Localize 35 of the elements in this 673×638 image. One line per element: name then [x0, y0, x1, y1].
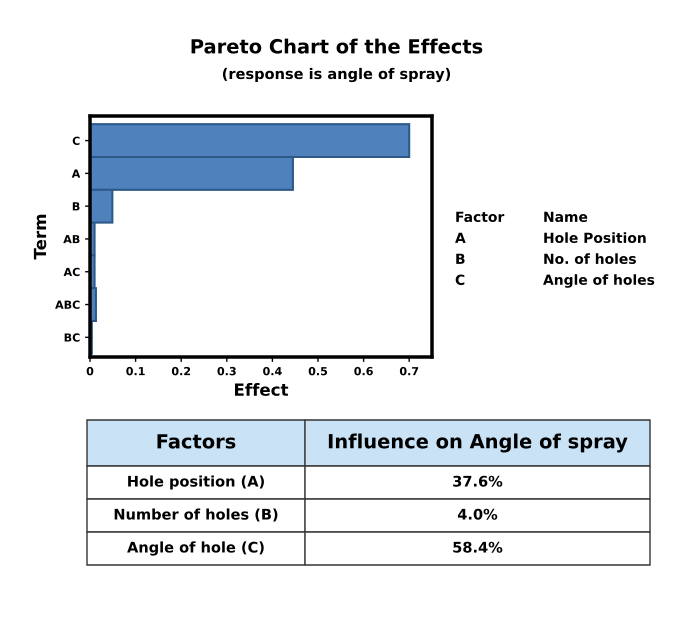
- chart-title: Pareto Chart of the Effects: [192, 38, 482, 54]
- text: Hole position (A): [128, 475, 264, 490]
- text: Hole Position: [544, 232, 646, 244]
- text: No. of holes: [544, 253, 636, 264]
- chart-subtitle: (response is angle of spray): [222, 68, 450, 82]
- text: Angle of holes: [543, 274, 654, 288]
- y-tick-label: B: [72, 202, 80, 210]
- text: A: [455, 232, 466, 243]
- text: Influence on Angle of spray: [328, 434, 628, 452]
- x-tick-label: 0.7: [400, 366, 418, 376]
- y-tick-label: A: [72, 170, 80, 178]
- x-axis-title: Effect: [235, 383, 288, 396]
- text: C: [456, 274, 464, 286]
- text: Angle of hole (C): [127, 541, 264, 556]
- x-tick-label: 0.3: [217, 366, 236, 376]
- x-tick-label: 0.5: [308, 366, 328, 376]
- text: Name: [544, 212, 588, 222]
- x-tick-label: 0.1: [126, 366, 145, 376]
- y-axis-title: Term: [34, 214, 46, 260]
- y-tick-label: BC: [64, 333, 80, 342]
- y-tick-label: ABC: [55, 300, 80, 309]
- y-tick-label: C: [72, 136, 80, 145]
- text: 4.0%: [458, 508, 498, 520]
- x-tick-label: 0: [86, 366, 94, 376]
- y-tick-label: AB: [63, 235, 80, 244]
- x-tick-label: 0.4: [263, 366, 282, 376]
- text: 58.4%: [453, 542, 502, 553]
- text: Factor: [456, 212, 504, 222]
- y-tick-label: AC: [64, 268, 80, 276]
- x-tick-label: 0.2: [172, 366, 190, 376]
- text: B: [456, 254, 465, 264]
- x-tick-label: 0.6: [354, 366, 373, 376]
- text: Factors: [157, 434, 236, 449]
- text: 37.6%: [453, 476, 502, 487]
- text: Number of holes (B): [114, 508, 278, 522]
